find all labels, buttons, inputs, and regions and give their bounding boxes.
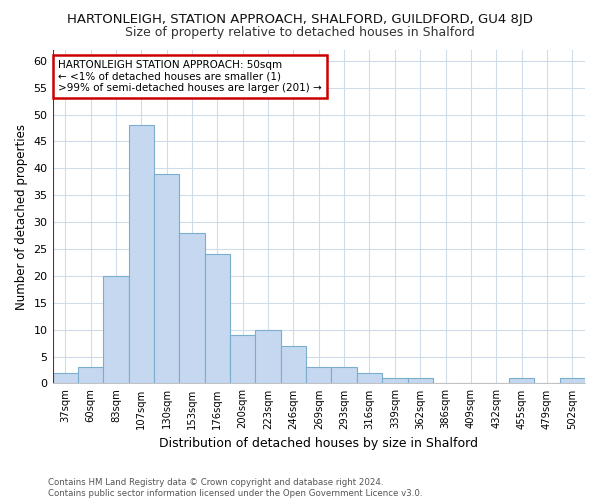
Bar (560, 378, 585, 384)
Bar (78, 368, 103, 384)
Text: Contains HM Land Registry data © Crown copyright and database right 2024.
Contai: Contains HM Land Registry data © Crown c… (48, 478, 422, 498)
Bar (154, 174, 179, 384)
Bar (331, 368, 357, 384)
Text: HARTONLEIGH STATION APPROACH: 50sqm
← <1% of detached houses are smaller (1)
>99: HARTONLEIGH STATION APPROACH: 50sqm ← <1… (58, 60, 322, 93)
Text: Size of property relative to detached houses in Shalford: Size of property relative to detached ho… (125, 26, 475, 39)
Y-axis label: Number of detached properties: Number of detached properties (15, 124, 28, 310)
X-axis label: Distribution of detached houses by size in Shalford: Distribution of detached houses by size … (159, 437, 478, 450)
Text: HARTONLEIGH, STATION APPROACH, SHALFORD, GUILDFORD, GU4 8JD: HARTONLEIGH, STATION APPROACH, SHALFORD,… (67, 12, 533, 26)
Bar (306, 368, 331, 384)
Bar (103, 276, 128, 384)
Bar (256, 330, 281, 384)
Bar (128, 126, 154, 384)
Bar (509, 378, 534, 384)
Bar (179, 233, 205, 384)
Bar (281, 346, 306, 384)
Bar (53, 372, 78, 384)
Bar (357, 372, 382, 384)
Bar (230, 335, 256, 384)
Bar (407, 378, 433, 384)
Bar (205, 254, 230, 384)
Bar (382, 378, 407, 384)
